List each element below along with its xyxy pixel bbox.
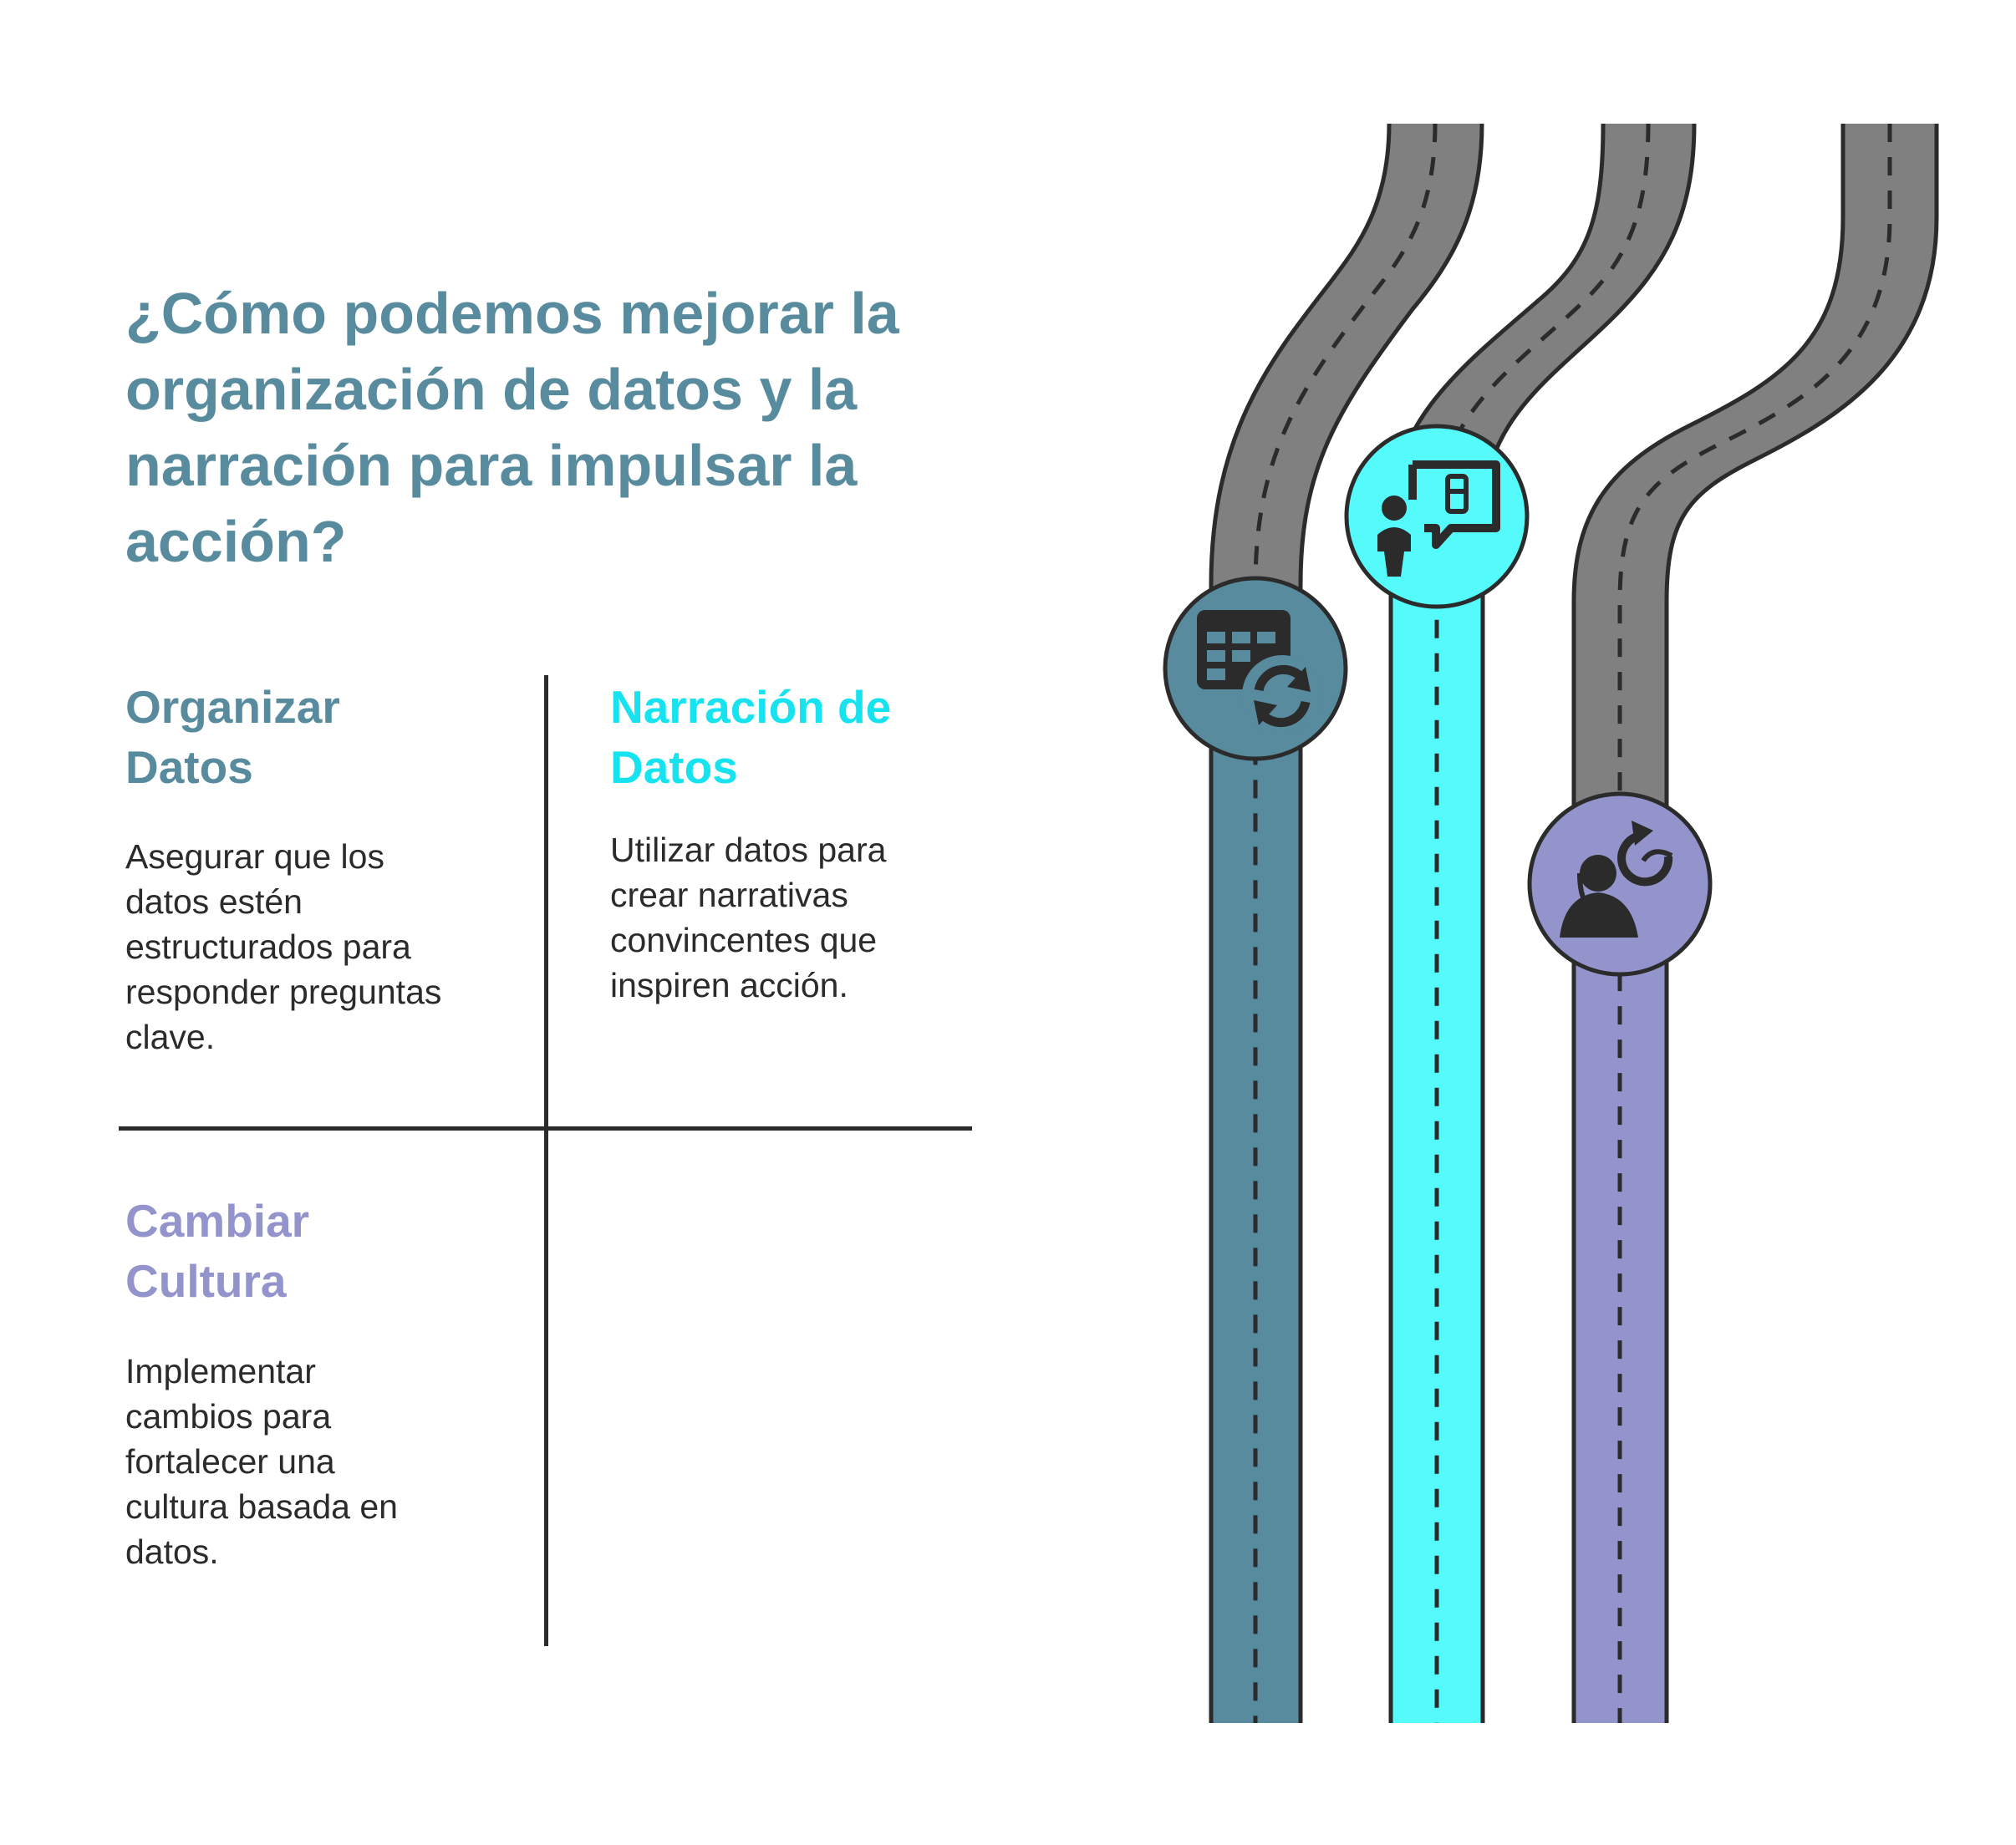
badge-story <box>1344 424 1530 609</box>
cell-organize-text-line: responder preguntas <box>125 973 442 1011</box>
cell-story-text-line: crear narrativas <box>610 876 848 914</box>
cell-culture-text-line: fortalecer una <box>125 1442 335 1481</box>
cell-organize-heading-line1: Organizar <box>125 681 340 733</box>
page-title: ¿Cómo podemos mejorar la organización de… <box>125 281 899 574</box>
badge-organize <box>1163 576 1348 761</box>
cell-culture-text-line: cultura basada en <box>125 1487 398 1526</box>
cell-organize-heading: Organizar Datos <box>125 677 340 797</box>
vertical-divider <box>544 675 548 1646</box>
cell-culture-text-line: Implementar <box>125 1352 316 1390</box>
table-refresh-icon <box>1197 610 1322 735</box>
road-2-lower <box>1391 518 1483 1723</box>
cell-organize-text-line: clave. <box>125 1018 216 1056</box>
cell-organize-text-line: datos estén <box>125 882 303 921</box>
cell-culture-heading: Cambiar Cultura <box>125 1191 309 1311</box>
cell-organize-heading-line2: Datos <box>125 741 253 793</box>
road-3-centerline <box>1617 124 1892 1723</box>
horizontal-divider <box>119 1126 972 1131</box>
cell-story-text: Utilizar datos para crear narrativas con… <box>610 827 886 1008</box>
badge-culture <box>1527 791 1713 977</box>
road-3-edge-left <box>1571 124 1845 1723</box>
road-1 <box>1209 123 1484 1723</box>
cell-organize-text-line: estructurados para <box>125 928 411 966</box>
road-1-centerline <box>1253 123 1438 1723</box>
cell-organize-text: Asegurar que los datos estén estructurad… <box>125 834 441 1060</box>
cell-story-text-line: convincentes que <box>610 921 878 959</box>
road-3 <box>1571 124 1939 1723</box>
cell-organize-text-line: Asegurar que los <box>125 837 384 876</box>
road-1-upper <box>1211 124 1482 652</box>
cell-culture-heading-line1: Cambiar <box>125 1195 310 1247</box>
cell-story-heading-line1: Narración de <box>610 681 892 733</box>
presenter-speech-icon <box>1377 460 1500 577</box>
road-2-upper <box>1391 124 1694 518</box>
cell-culture-text-line: datos. <box>125 1532 219 1571</box>
road-1-edge-right <box>1298 123 1484 1723</box>
road-1-edge-left <box>1209 123 1392 1723</box>
cell-culture-text-line: cambios para <box>125 1397 332 1436</box>
cell-story-text-line: inspiren acción. <box>610 966 848 1004</box>
road-2-centerline <box>1434 123 1651 1723</box>
road-3-edge-right <box>1664 124 1939 1723</box>
cell-story-heading-line2: Datos <box>610 741 738 793</box>
cell-culture-text: Implementar cambios para fortalecer una … <box>125 1349 398 1574</box>
cell-story-text-line: Utilizar datos para <box>610 831 887 869</box>
person-refresh-icon <box>1560 821 1673 938</box>
cell-story-heading: Narración de Datos <box>610 677 891 797</box>
cell-culture-heading-line2: Cultura <box>125 1255 287 1307</box>
